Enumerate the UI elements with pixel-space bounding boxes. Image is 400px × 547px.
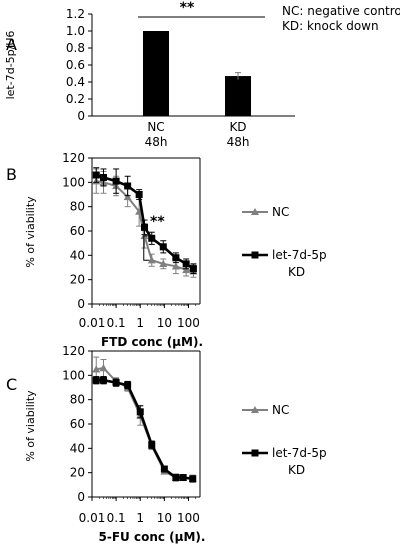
y-tick-label: 40 xyxy=(70,248,85,262)
significance-mark: ** xyxy=(150,214,165,230)
data-point-square xyxy=(124,381,132,389)
data-point-triangle xyxy=(99,364,108,372)
y-axis-label: let-7d-5p/U6 xyxy=(4,31,17,100)
data-point-triangle xyxy=(147,256,156,264)
category-label: 48h xyxy=(145,135,168,149)
x-tick-label: 10 xyxy=(157,511,172,525)
legend-label: NC xyxy=(272,205,289,219)
x-tick-label: 0.01 xyxy=(79,316,106,330)
y-tick-label: 120 xyxy=(62,344,85,358)
panel-letter-b: B xyxy=(6,165,17,184)
legend-marker-triangle xyxy=(251,406,259,413)
data-point-square xyxy=(124,182,132,190)
legend-marker-square xyxy=(251,449,259,457)
legend-line: NC: negative control xyxy=(282,4,400,18)
x-tick-label: 1 xyxy=(136,316,144,330)
panel-letter-a: A xyxy=(6,35,17,54)
series-nc xyxy=(92,356,197,483)
y-tick-label: 120 xyxy=(62,151,85,165)
y-tick-label: 100 xyxy=(62,368,85,382)
bar xyxy=(143,31,169,116)
x-tick-label: 100 xyxy=(177,511,200,525)
x-axis-label: 5-FU conc (μM). xyxy=(99,530,206,544)
data-point-square xyxy=(112,177,120,185)
series-kd xyxy=(92,376,197,483)
y-tick-label: 1.0 xyxy=(66,24,85,38)
data-point-square xyxy=(172,474,180,482)
x-tick-label: 100 xyxy=(177,316,200,330)
data-point-square xyxy=(160,465,168,473)
data-point-square xyxy=(112,379,120,387)
series-line xyxy=(96,378,193,481)
legend-label: KD xyxy=(288,463,305,477)
category-label: KD xyxy=(229,120,246,134)
data-point-triangle xyxy=(159,259,168,268)
data-point-square xyxy=(179,474,187,482)
data-point-square xyxy=(100,173,108,181)
y-tick-label: 0.4 xyxy=(66,75,85,89)
data-point-square xyxy=(159,243,167,251)
data-point-square xyxy=(135,191,143,198)
legend-label: NC xyxy=(272,403,289,417)
x-tick-label: 0.1 xyxy=(107,511,126,525)
data-point-square xyxy=(100,376,108,384)
panel-a: 00.20.40.60.81.01.2let-7d-5p/U6NC48hKD48… xyxy=(4,0,400,149)
y-tick-label: 60 xyxy=(70,417,85,431)
y-tick-label: 20 xyxy=(70,466,85,480)
data-point-square xyxy=(172,254,180,262)
legend-marker-square xyxy=(251,251,259,259)
y-tick-label: 80 xyxy=(70,200,85,214)
y-axis-label: % of viability xyxy=(24,390,37,462)
y-tick-label: 0 xyxy=(77,297,85,311)
data-point-triangle xyxy=(123,192,132,201)
legend-label: let-7d-5p xyxy=(272,446,327,460)
panel-b: 0 20 40 60 80 100 120 0.01 0.1 1 10 100 % of viabili… xyxy=(24,151,327,349)
legend-label: KD xyxy=(288,265,305,279)
y-tick-label: 0.2 xyxy=(66,92,85,106)
y-tick-label: 60 xyxy=(70,224,85,238)
x-tick-label: 1 xyxy=(136,511,144,525)
data-point-square xyxy=(140,223,148,231)
panel-c: 0 20 40 60 80 100 120 0.01 0.1 1 10 100 % of viabili… xyxy=(24,344,327,544)
data-point-square xyxy=(92,376,100,384)
y-tick-label: 100 xyxy=(62,175,85,189)
category-label: 48h xyxy=(227,135,250,149)
y-tick-label: 0 xyxy=(77,490,85,504)
significance-mark: ** xyxy=(180,0,195,16)
legend-label: let-7d-5p xyxy=(272,248,327,262)
data-point-square xyxy=(189,265,197,273)
category-label: NC xyxy=(147,120,164,134)
significance-bracket xyxy=(143,235,150,261)
y-tick-label: 0 xyxy=(77,109,85,123)
data-point-square xyxy=(182,260,190,268)
data-point-square xyxy=(92,171,100,179)
y-tick-label: 40 xyxy=(70,441,85,455)
data-point-square xyxy=(136,408,144,416)
y-tick-label: 80 xyxy=(70,393,85,407)
y-tick-label: 0.6 xyxy=(66,58,85,72)
data-point-triangle xyxy=(92,365,101,373)
series-kd xyxy=(92,167,197,275)
data-point-square xyxy=(189,475,197,483)
data-point-triangle xyxy=(182,265,191,274)
x-axis-label: FTD conc (μM). xyxy=(101,335,203,349)
data-point-square xyxy=(148,441,156,449)
x-tick-label: 10 xyxy=(157,316,172,330)
data-point-triangle xyxy=(171,262,180,270)
x-tick-label: 0.01 xyxy=(79,511,106,525)
y-tick-label: 20 xyxy=(70,273,85,287)
legend-marker-triangle xyxy=(251,208,259,215)
y-tick-label: 0.8 xyxy=(66,41,85,55)
bar xyxy=(225,76,251,116)
y-tick-label: 1.2 xyxy=(66,7,85,21)
data-point-square xyxy=(148,234,156,242)
y-axis-label: % of viability xyxy=(24,196,37,268)
panel-letter-c: C xyxy=(6,375,17,394)
x-tick-label: 0.1 xyxy=(107,316,126,330)
legend-line: KD: knock down xyxy=(282,19,379,33)
